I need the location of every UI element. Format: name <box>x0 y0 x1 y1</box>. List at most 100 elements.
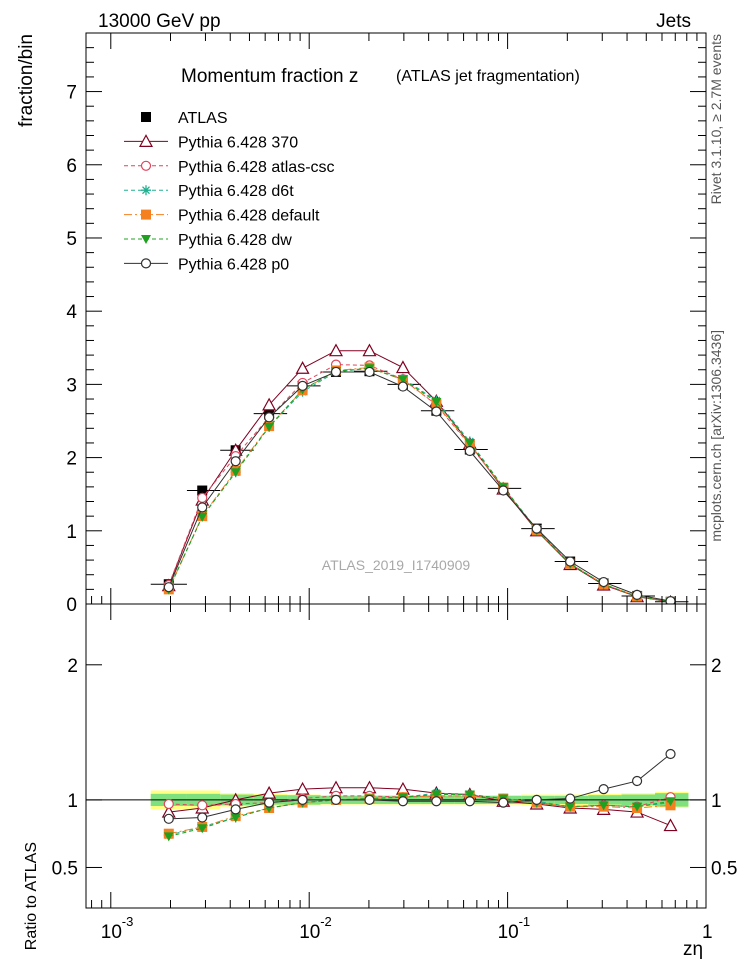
data-point <box>631 589 643 600</box>
legend-label: ATLAS <box>178 110 228 127</box>
legend-marker <box>140 258 152 269</box>
legend-entry: Pythia 6.428 p0 <box>124 256 289 273</box>
data-point <box>197 492 208 503</box>
data-point <box>163 582 174 593</box>
ratio-point <box>297 794 308 806</box>
legend-label: Pythia 6.428 p0 <box>178 256 289 273</box>
ratio-point <box>230 804 241 815</box>
ratio-line <box>168 794 671 837</box>
header-energy-label: 13000 GeV pp <box>98 11 221 32</box>
rivet-version-label: Rivet 3.1.10, ≥ 2.7M events <box>708 34 724 204</box>
data-point <box>531 523 542 534</box>
main-chart-title: Momentum fraction z <box>181 66 358 87</box>
series-line <box>168 371 671 602</box>
ratio-point <box>197 824 208 834</box>
legend: ATLAS Pythia 6.428 370 Pythia 6.428 atlas-… <box>124 110 335 273</box>
data-point <box>431 397 442 407</box>
legend-marker <box>141 209 151 220</box>
data-point <box>464 438 475 448</box>
ratio-point <box>364 794 375 806</box>
ratio-point <box>498 797 509 808</box>
ratio-point <box>565 793 576 804</box>
data-point <box>197 512 208 522</box>
data-point <box>431 406 442 417</box>
analysis-watermark: ATLAS_2019_I1740909 <box>322 557 471 573</box>
ratio-y-tick-label-left: 1 <box>67 791 78 812</box>
legend-label: Pythia 6.428 370 <box>178 134 298 151</box>
ratio-y-tick-label-left: 0.5 <box>52 858 78 879</box>
ratio-point <box>665 748 676 760</box>
data-point <box>565 556 576 567</box>
ratio-y-tick-label-right: 2 <box>711 656 722 677</box>
legend-entry: Pythia 6.428 d6t <box>124 183 294 200</box>
x-tick-exponent: -2 <box>320 914 332 929</box>
ratio-y-tick-label-right: 0.5 <box>711 858 737 879</box>
data-point <box>598 576 609 588</box>
legend-label: Pythia 6.428 default <box>178 208 320 225</box>
ratio-point <box>632 802 643 812</box>
data-point <box>464 445 475 457</box>
ratio-series-group <box>161 748 678 842</box>
ratio-point <box>197 800 208 811</box>
data-point <box>397 381 409 392</box>
ratio-point <box>163 832 174 842</box>
main-series-group <box>150 343 689 604</box>
ratio-point <box>464 790 475 800</box>
ratio-point <box>665 797 676 807</box>
legend-marker <box>141 235 151 244</box>
ratio-point <box>464 796 475 807</box>
ratio-point <box>330 794 342 806</box>
ratio-point <box>197 812 208 823</box>
legend-label: Pythia 6.428 d6t <box>178 183 294 200</box>
ratio-line <box>168 795 671 835</box>
ratio-point <box>163 813 174 824</box>
legend-entry: Pythia 6.428 370 <box>124 134 298 151</box>
ratio-point <box>163 798 174 810</box>
ratio-point <box>598 801 609 811</box>
data-point <box>264 422 275 432</box>
ratio-y-tick-label-left: 2 <box>67 656 78 677</box>
legend-entry: Pythia 6.428 default <box>124 208 320 225</box>
legend-entry: ATLAS <box>141 110 228 127</box>
main-y-tick-label: 0 <box>66 595 77 616</box>
data-point <box>397 375 408 385</box>
legend-label: Pythia 6.428 dw <box>178 232 292 249</box>
x-tick-label: 1 <box>702 922 713 943</box>
legend-marker <box>140 160 152 171</box>
series-line <box>168 367 671 603</box>
x-tick-label: 10 <box>498 922 519 943</box>
ratio-y-tick-label-right: 1 <box>711 791 722 812</box>
main-y-tick-label: 3 <box>66 375 77 396</box>
legend-entry: Pythia 6.428 atlas-csc <box>124 159 335 176</box>
series-line <box>168 350 671 603</box>
ratio-point <box>531 794 542 806</box>
ratio-y-axis-label: Ratio to ATLAS <box>23 842 40 950</box>
ratio-plot-frame <box>85 603 707 909</box>
x-tick-exponent: -1 <box>519 914 531 929</box>
ratio-point <box>397 796 409 807</box>
ratio-series-5 <box>163 748 676 824</box>
main-y-tick-label: 7 <box>66 83 77 104</box>
data-point <box>364 366 375 378</box>
ratio-line <box>168 787 671 827</box>
legend-marker <box>141 112 151 122</box>
main-y-tick-label: 4 <box>66 302 77 323</box>
legend-entry: Pythia 6.428 dw <box>124 232 292 249</box>
data-point <box>395 360 410 374</box>
main-y-axis-label: fraction/bin <box>16 34 37 127</box>
ratio-point <box>631 775 643 787</box>
mcplots-reference-label: mcplots.cern.ch [arXiv:1306.3436] <box>708 330 724 542</box>
legend-marker <box>141 185 151 196</box>
data-point <box>498 485 509 496</box>
data-point <box>197 485 208 496</box>
ratio-point <box>431 796 442 807</box>
header-process-label: Jets <box>656 11 691 32</box>
main-y-tick-label: 2 <box>66 449 77 470</box>
legend-marker <box>138 134 154 147</box>
x-axis-label: zη <box>683 939 703 960</box>
ratio-point <box>230 813 241 823</box>
data-point <box>230 468 241 478</box>
data-point <box>262 397 277 411</box>
